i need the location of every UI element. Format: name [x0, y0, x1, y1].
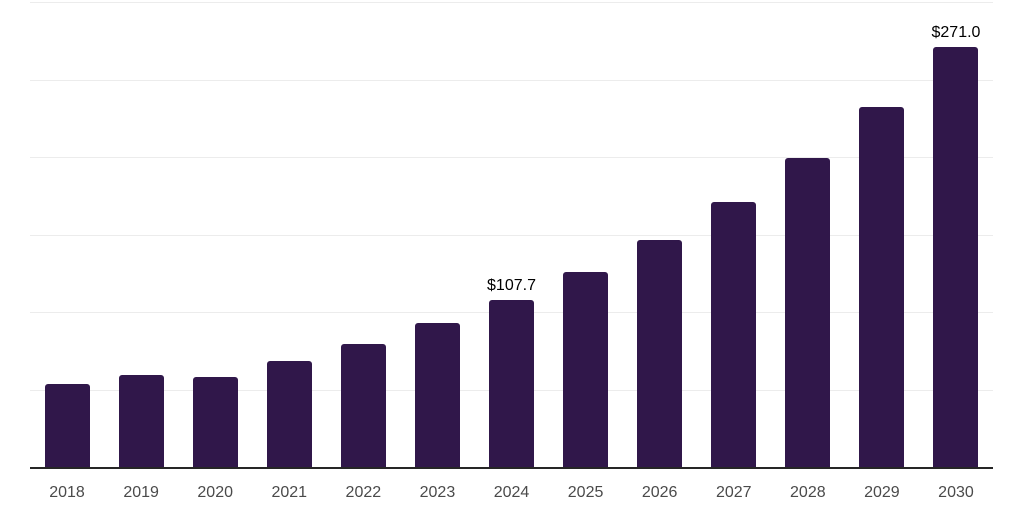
bar-column-2023	[400, 2, 474, 467]
x-tick-2024: 2024	[493, 484, 530, 501]
x-axis-labels: 2018 2019 2020 2021 2022 2023 2024 2025 2026 2027…	[30, 469, 993, 501]
x-tick-2030: 2030	[938, 484, 974, 501]
bar-column-2019	[104, 2, 178, 467]
x-tick-2019: 2019	[123, 484, 159, 501]
bar-2019	[118, 374, 164, 467]
bar-column-2022	[326, 2, 400, 467]
gridline-300	[30, 2, 993, 3]
bar-column-2026	[623, 2, 697, 467]
x-tick-2025: 2025	[567, 484, 604, 501]
bar-2030	[933, 46, 979, 467]
x-tick-2029: 2029	[864, 484, 900, 501]
gridline-150	[30, 234, 993, 236]
bar-2024	[489, 300, 534, 467]
bar-2028	[785, 158, 831, 467]
data-label-2024: $107.7	[487, 277, 536, 295]
x-tick-2023: 2023	[419, 484, 456, 501]
x-tick-2028: 2028	[790, 484, 826, 501]
bar-2026	[637, 239, 683, 467]
x-tick-2027: 2027	[715, 484, 752, 501]
bar-column-2024: $107.7	[474, 2, 548, 467]
bars-container: $107.7 $271.0	[30, 2, 993, 467]
data-label-2030: $271.0	[931, 23, 981, 41]
gridline-200	[30, 157, 993, 159]
bar-column-2030: $271.0	[919, 2, 993, 467]
x-tick-2020: 2020	[197, 484, 233, 501]
bar-2022	[340, 343, 386, 467]
x-tick-2026: 2026	[641, 484, 678, 501]
gridline-250	[30, 79, 993, 81]
bar-column-2027	[697, 2, 771, 467]
plot-area: $107.7 $271.0	[30, 2, 993, 469]
x-tick-2022: 2022	[345, 484, 382, 501]
bar-2027	[711, 202, 757, 467]
bar-column-2018	[30, 2, 104, 467]
x-tick-2018: 2018	[49, 484, 85, 501]
bar-2018	[44, 384, 90, 467]
bar-2021	[266, 360, 312, 467]
bar-column-2021	[252, 2, 326, 467]
bar-column-2020	[178, 2, 252, 467]
bar-2029	[859, 106, 905, 467]
x-tick-2021: 2021	[271, 484, 308, 501]
bar-column-2028	[771, 2, 845, 467]
bar-2023	[414, 322, 460, 467]
bar-2025	[563, 272, 609, 467]
bar-column-2025	[549, 2, 623, 467]
bar-2020	[192, 376, 238, 467]
bar-column-2029	[845, 2, 919, 467]
